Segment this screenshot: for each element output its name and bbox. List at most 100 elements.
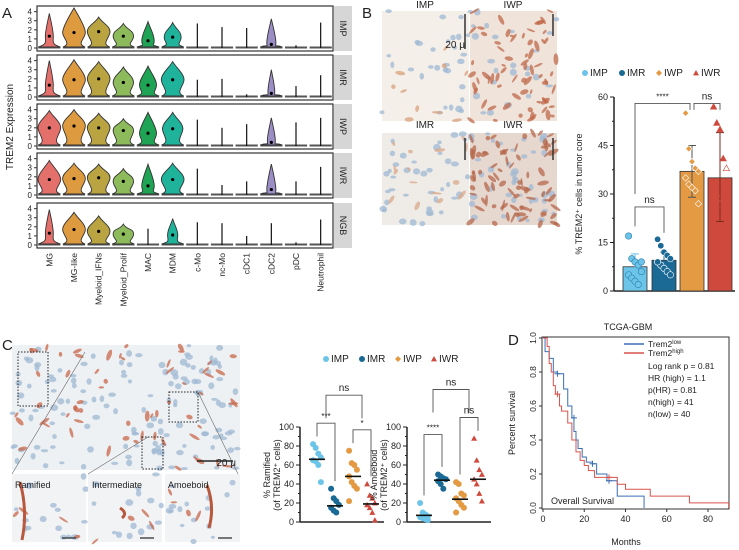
- censor-mark: [589, 460, 596, 467]
- stained-cell: [14, 412, 19, 418]
- nucleus: [450, 34, 456, 41]
- stained-cell: [388, 195, 395, 204]
- stat-line: n(high) = 41: [648, 397, 694, 407]
- median-dot: [72, 30, 76, 35]
- violin-base: [62, 193, 86, 196]
- stained-cell: [118, 352, 122, 359]
- stained-cell: [174, 465, 182, 471]
- nucleus: [52, 434, 57, 439]
- data-point-IWP: [346, 447, 353, 454]
- nucleus: [54, 507, 61, 512]
- nucleus: [103, 403, 110, 409]
- y-axis-label: % Amoeboid: [369, 450, 379, 501]
- stained-cell: [502, 102, 512, 110]
- nucleus: [437, 140, 442, 145]
- y-tick-label: 30: [598, 189, 608, 199]
- x-tick-label: Myeloid_IFNs: [94, 253, 104, 305]
- stained-cell: [197, 424, 202, 429]
- nucleus: [125, 499, 134, 506]
- stained-cell: [526, 171, 530, 179]
- nucleus: [42, 463, 49, 469]
- stained-cell: [133, 439, 139, 444]
- stained-cell: [500, 148, 509, 156]
- stained-cell: [516, 154, 521, 161]
- stained-cell: [35, 370, 41, 377]
- data-point-IWR: [713, 190, 721, 197]
- legend-label-IMR: IMR: [627, 68, 645, 79]
- stained-cell: [149, 520, 155, 531]
- y-tick-label: 0.6: [528, 400, 538, 412]
- nucleus: [156, 449, 162, 456]
- stained-cell: [41, 422, 51, 428]
- nucleus: [44, 379, 50, 385]
- stained-cell: [478, 169, 483, 175]
- nucleus: [126, 459, 133, 467]
- nucleus: [511, 179, 516, 186]
- stained-cell: [521, 32, 525, 39]
- stained-cell: [543, 149, 552, 158]
- legend-marker-IWP: [395, 356, 401, 362]
- nucleus: [59, 461, 65, 465]
- nucleus: [412, 168, 421, 175]
- nucleus: [487, 58, 496, 64]
- stained-cell: [505, 28, 511, 38]
- violin-base: [38, 95, 61, 98]
- median-dot: [72, 177, 76, 181]
- stained-cell: [537, 130, 543, 136]
- stained-cell: [519, 186, 531, 192]
- stained-cell: [469, 134, 474, 144]
- facet-frame: [36, 103, 334, 150]
- stained-cell: [541, 106, 548, 114]
- nucleus: [224, 492, 230, 498]
- nucleus: [175, 422, 184, 429]
- stained-cell: [441, 63, 447, 69]
- nucleus: [520, 154, 528, 159]
- x-tick-label: MAC: [143, 253, 153, 272]
- nucleus: [450, 161, 459, 167]
- data-point-IMR: [442, 476, 449, 483]
- micro-label-iwp: IWP: [504, 0, 523, 11]
- stained-cell: [94, 368, 100, 375]
- median-dot: [269, 140, 273, 144]
- stained-cell: [492, 172, 500, 181]
- median-dot: [121, 232, 125, 236]
- median-dot: [269, 42, 273, 46]
- nucleus: [179, 523, 185, 528]
- stained-cell: [529, 89, 533, 95]
- stained-cell: [550, 204, 561, 212]
- stained-cell: [122, 435, 130, 441]
- inset-micrograph: [88, 474, 162, 542]
- facet-label: IMR: [338, 69, 348, 86]
- violin-base: [136, 144, 160, 147]
- nucleus: [111, 530, 118, 535]
- stained-cell: [526, 28, 536, 33]
- data-point-IWP: [346, 498, 353, 505]
- censor-mark: [570, 414, 577, 421]
- data-point-IMP: [625, 232, 633, 240]
- median-dot: [171, 177, 175, 182]
- stained-cell: [481, 99, 488, 109]
- nucleus: [108, 392, 116, 397]
- median-dot: [72, 78, 76, 82]
- stained-cell: [469, 185, 476, 191]
- nucleus: [458, 14, 464, 20]
- facet-strip: [334, 6, 352, 51]
- x-tick-label: nc-Mo: [217, 253, 227, 277]
- stained-cell: [485, 135, 491, 141]
- nucleus: [184, 501, 189, 507]
- violin-base: [87, 243, 110, 246]
- nucleus: [146, 422, 155, 429]
- median-dot: [47, 83, 51, 87]
- nucleus: [80, 389, 87, 394]
- violin-base: [136, 95, 160, 98]
- stained-cell: [400, 89, 407, 93]
- stained-cell: [520, 89, 529, 95]
- violin-base: [87, 144, 110, 147]
- nucleus: [450, 131, 459, 138]
- data-point-IWR: [722, 164, 731, 171]
- y-tick-label: 40: [284, 479, 294, 489]
- x-tick-label: 60: [662, 514, 672, 524]
- stained-cell: [18, 481, 27, 541]
- y-tick-label: 1: [28, 84, 33, 93]
- stained-cell: [39, 417, 50, 426]
